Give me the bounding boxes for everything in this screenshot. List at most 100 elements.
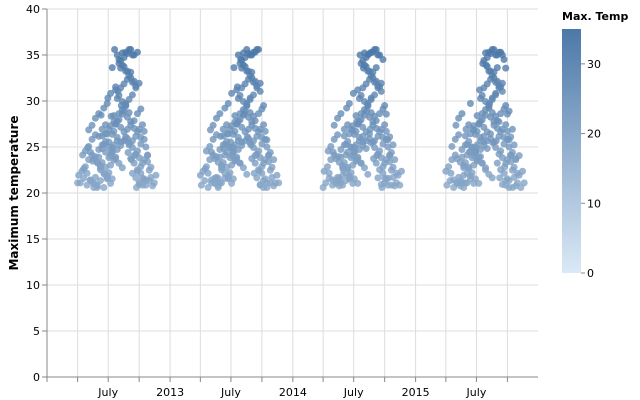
data-point	[510, 141, 518, 149]
data-point	[476, 117, 484, 125]
data-point	[273, 171, 281, 179]
x-tick-label: July	[466, 386, 487, 399]
data-point	[256, 79, 264, 87]
data-point	[217, 132, 225, 140]
color-legend: Max. Temp 0 10 20 30	[562, 10, 628, 280]
data-point	[483, 128, 491, 136]
data-point	[488, 72, 496, 80]
data-point	[335, 158, 343, 166]
data-point	[249, 91, 257, 99]
data-point	[144, 151, 152, 159]
data-point	[152, 171, 160, 179]
data-point	[508, 125, 516, 133]
data-point	[253, 174, 261, 182]
data-point	[507, 151, 515, 159]
data-point	[246, 72, 254, 80]
y-tick-label: 35	[26, 49, 40, 62]
data-point	[233, 83, 241, 91]
data-point	[133, 48, 141, 56]
data-point	[111, 45, 119, 53]
data-point	[497, 147, 505, 155]
data-point	[239, 164, 247, 172]
data-point	[124, 149, 132, 157]
data-point	[500, 105, 508, 113]
data-point	[488, 174, 496, 182]
data-point	[364, 170, 372, 178]
data-point	[495, 132, 503, 140]
data-point	[107, 112, 115, 120]
data-point	[346, 174, 354, 182]
data-point	[88, 121, 96, 129]
y-axis-title: Maximum temperature	[7, 115, 21, 270]
data-point	[118, 164, 126, 172]
data-point	[340, 141, 348, 149]
data-point	[150, 179, 158, 187]
data-point	[94, 159, 102, 167]
data-point	[360, 61, 368, 69]
data-point	[371, 144, 379, 152]
data-point	[478, 91, 486, 99]
data-point	[241, 107, 249, 115]
y-tick-label: 40	[26, 3, 40, 16]
data-point	[95, 132, 103, 140]
x-tick-label: 2013	[156, 386, 184, 399]
data-point	[125, 72, 133, 80]
y-tick-label: 0	[33, 371, 40, 384]
data-point	[353, 118, 361, 126]
x-tick-label: 2014	[279, 386, 307, 399]
data-point	[372, 64, 380, 72]
data-point	[253, 132, 261, 140]
data-point	[447, 169, 455, 177]
data-point	[492, 91, 500, 99]
data-point	[263, 143, 271, 151]
data-point	[236, 91, 244, 99]
data-point	[127, 45, 135, 53]
x-tick-label: July	[220, 386, 241, 399]
data-point	[457, 177, 465, 185]
data-point	[275, 179, 283, 187]
data-point	[372, 117, 380, 125]
legend-tick-label: 0	[587, 267, 594, 280]
data-point	[137, 105, 145, 113]
data-point	[490, 45, 498, 53]
data-point	[139, 174, 147, 182]
data-point	[130, 117, 138, 125]
data-point	[510, 163, 518, 171]
data-point	[496, 174, 504, 182]
data-point	[239, 61, 247, 69]
data-point	[139, 121, 147, 129]
data-point	[91, 153, 99, 161]
data-point	[323, 163, 331, 171]
data-point	[334, 153, 342, 161]
data-point	[107, 161, 115, 169]
data-point	[374, 132, 382, 140]
y-tick-label: 10	[26, 279, 40, 292]
data-point	[105, 125, 113, 133]
data-point	[445, 163, 453, 171]
data-point	[96, 177, 104, 185]
data-point	[337, 110, 345, 118]
data-point	[135, 79, 143, 87]
data-point	[350, 144, 358, 152]
data-point	[391, 156, 399, 164]
data-point	[258, 105, 266, 113]
data-point	[334, 131, 342, 139]
data-points	[74, 45, 528, 191]
data-point	[147, 163, 155, 171]
data-point	[226, 125, 234, 133]
data-point	[325, 169, 333, 177]
data-point	[133, 147, 141, 155]
data-point	[475, 179, 483, 187]
data-point	[503, 135, 511, 143]
data-point	[382, 110, 390, 118]
data-point	[97, 111, 105, 119]
data-point	[349, 179, 357, 187]
legend-tick-label: 20	[587, 128, 601, 141]
data-point	[108, 64, 116, 72]
data-point	[107, 179, 115, 187]
data-point	[520, 179, 528, 187]
data-point	[374, 174, 382, 182]
data-point	[468, 169, 476, 177]
data-point	[251, 159, 259, 167]
data-point	[381, 121, 389, 129]
